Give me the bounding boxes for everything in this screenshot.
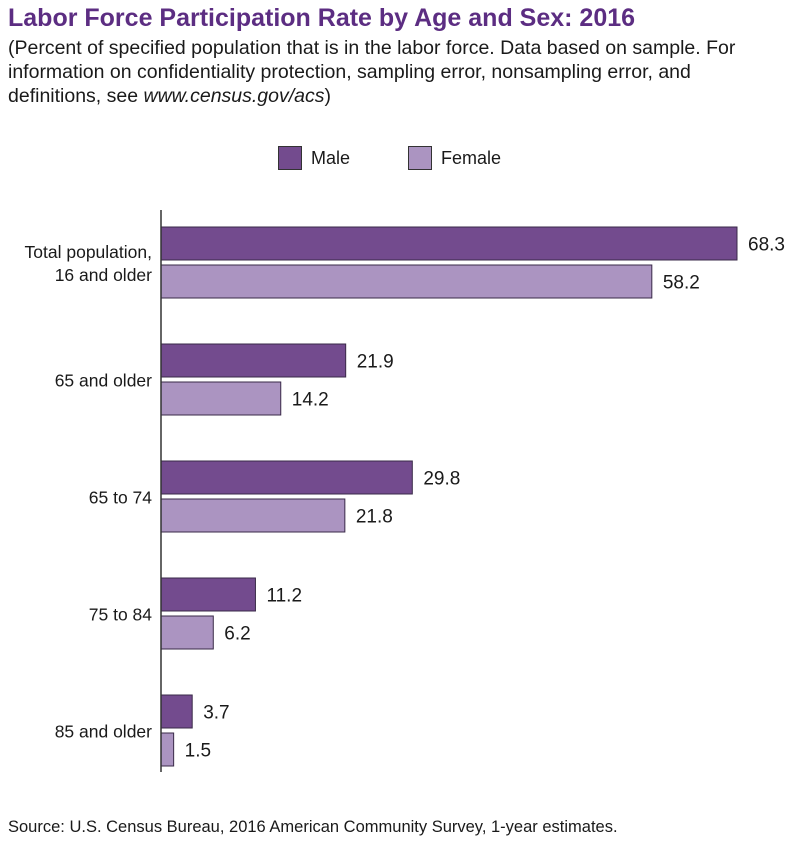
census-link[interactable]: www.census.gov/acs xyxy=(143,85,325,107)
chart-title: Labor Force Participation Rate by Age an… xyxy=(8,4,636,32)
bar-male-2 xyxy=(160,460,413,495)
data-label-female-2: 21.8 xyxy=(356,507,393,528)
bar-female-2 xyxy=(160,498,346,533)
data-label-female-1: 14.2 xyxy=(292,390,329,411)
data-label-male-2: 29.8 xyxy=(423,469,460,490)
bar-male-4 xyxy=(160,694,193,729)
subtitle-close: ) xyxy=(324,85,332,107)
category-label-1-0: 65 and older xyxy=(55,371,152,391)
data-label-female-0: 58.2 xyxy=(663,273,700,294)
data-label-female-3: 6.2 xyxy=(224,624,250,645)
data-label-male-3: 11.2 xyxy=(266,586,302,607)
bar-female-3 xyxy=(160,615,214,650)
subtitle-text: (Percent of specified population that is… xyxy=(8,37,736,107)
legend-label-female: Female xyxy=(441,148,502,168)
bar-male-1 xyxy=(160,343,347,378)
bar-female-1 xyxy=(160,381,282,416)
source-note: Source: U.S. Census Bureau, 2016 America… xyxy=(8,818,618,836)
legend-swatch-female xyxy=(408,146,432,170)
bar-female-4 xyxy=(160,732,175,767)
bar-male-0 xyxy=(160,226,738,261)
data-label-male-4: 3.7 xyxy=(203,703,229,724)
legend-label-male: Male xyxy=(311,148,351,168)
legend-swatch-male xyxy=(278,146,302,170)
bar-chart: 68.3 58.2 Total population, 16 and older 21.… xyxy=(25,210,785,772)
category-label-0-1: 16 and older xyxy=(55,265,152,285)
category-label-2-0: 65 to 74 xyxy=(89,488,153,508)
category-label-4-0: 85 and older xyxy=(55,722,152,742)
bar-male-3 xyxy=(160,577,256,612)
data-label-female-4: 1.5 xyxy=(185,741,211,762)
category-label-0-0: Total population, xyxy=(25,242,152,262)
data-label-male-1: 21.9 xyxy=(357,352,394,373)
bar-female-0 xyxy=(160,264,653,299)
data-label-male-0: 68.3 xyxy=(748,235,785,256)
category-label-3-0: 75 to 84 xyxy=(89,605,153,625)
chart-subtitle: (Percent of specified population that is… xyxy=(8,36,788,108)
